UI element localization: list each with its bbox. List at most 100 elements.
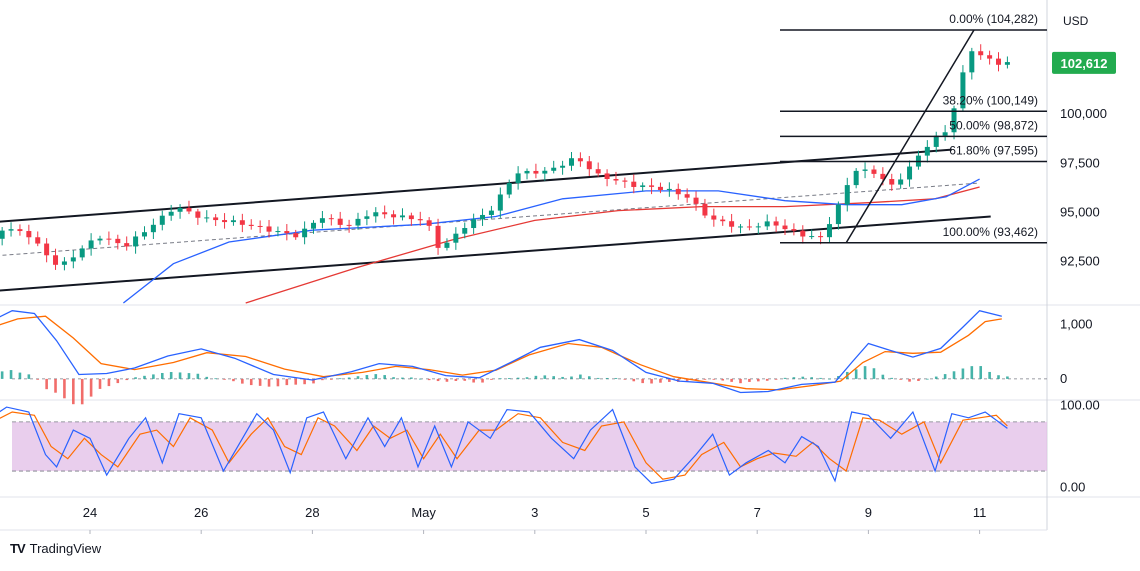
macd-histogram-bar <box>463 378 467 381</box>
candle-body <box>960 72 966 109</box>
macd-histogram-bar <box>979 366 983 379</box>
pane-separators <box>0 0 1140 531</box>
candle-body <box>0 230 5 239</box>
candle-body <box>328 218 334 220</box>
candle-body <box>809 236 815 238</box>
candle-body <box>720 219 726 222</box>
stochastic-rsi-pane[interactable] <box>0 406 1047 484</box>
macd-histogram-bar <box>650 378 653 384</box>
drawing-tools[interactable]: 0.00% (104,282) 38.20% (100,149) 50.00% (9… <box>780 12 1047 244</box>
candle-body <box>924 146 930 156</box>
macd-tick-label: 0 <box>1060 371 1067 386</box>
macd-histogram-bar <box>241 378 244 384</box>
macd-histogram-bar <box>703 378 707 380</box>
macd-histogram-bar <box>321 378 324 381</box>
candle-body <box>818 236 824 238</box>
candle-body <box>515 173 521 184</box>
candle-body <box>257 225 263 227</box>
macd-histogram-bar <box>27 374 31 379</box>
macd-histogram-bar <box>739 378 742 384</box>
candle-body <box>462 228 468 234</box>
candle-body <box>871 169 877 174</box>
candle-body <box>684 194 690 198</box>
tradingview-logo-icon: TV <box>10 541 26 556</box>
candle-body <box>488 210 494 215</box>
candle-body <box>106 238 112 240</box>
candle-body <box>791 229 797 231</box>
macd-histogram-bar <box>881 374 885 379</box>
candle-body <box>702 203 708 216</box>
candle-body <box>133 236 139 247</box>
candle-body <box>853 170 859 186</box>
macd-line <box>0 309 1002 394</box>
macd-histogram-bar <box>152 374 155 379</box>
candle-body <box>417 219 423 221</box>
candle-body <box>782 225 788 230</box>
macd-histogram-bar <box>774 378 778 380</box>
macd-histogram-bar <box>472 378 475 383</box>
macd-histogram-bar <box>312 378 315 384</box>
macd-histogram-bar <box>579 374 582 379</box>
candle-body <box>729 221 735 227</box>
candle-body <box>115 238 121 244</box>
macd-histogram-bar <box>214 378 217 380</box>
candle-body <box>399 215 405 218</box>
fib-level-label: 61.80% (97,595) <box>949 143 1038 157</box>
macd-histogram-bar <box>481 378 484 383</box>
time-tick-label: May <box>411 505 436 520</box>
candle-body <box>764 221 770 227</box>
macd-histogram-bar <box>819 377 822 379</box>
macd-histogram-bar <box>917 378 920 381</box>
candle-body <box>284 231 290 234</box>
macd-histogram-bar <box>196 373 200 379</box>
price-tick-label: 97,500 <box>1060 155 1100 170</box>
stoch-rsi-d-line <box>0 411 1008 480</box>
candle-body <box>595 169 601 174</box>
macd-histogram-bar <box>596 377 600 379</box>
macd-histogram-bar <box>338 378 342 380</box>
currency-label[interactable]: USD <box>1063 14 1089 28</box>
fib-level-label: 0.00% (104,282) <box>949 12 1038 26</box>
candle-body <box>631 181 637 187</box>
macd-histogram-bar <box>668 378 671 382</box>
tradingview-brand[interactable]: TV TradingView <box>10 541 101 556</box>
macd-histogram-bar <box>178 372 182 379</box>
candle-body <box>382 212 388 215</box>
macd-histogram-bar <box>18 372 22 379</box>
candle-body <box>53 255 59 265</box>
moving-average-fast <box>122 178 980 304</box>
macd-histogram-bar <box>614 377 618 379</box>
macd-histogram-bar <box>543 375 547 379</box>
macd-histogram-bar <box>436 378 440 382</box>
candle-body <box>746 226 752 228</box>
trading-chart[interactable]: 0.00% (104,282) 38.20% (100,149) 50.00% (9… <box>0 0 1140 535</box>
fib-trend-line <box>845 29 975 244</box>
macd-histogram-bar <box>757 378 760 382</box>
macd-histogram-bar <box>997 375 1000 379</box>
stoch-rsi-tick-label: 100.00 <box>1060 397 1100 412</box>
macd-histogram-bar <box>961 368 965 379</box>
candle-body <box>640 185 646 187</box>
candle-body <box>435 225 441 248</box>
candle-body <box>551 167 557 171</box>
candle-body <box>346 224 352 226</box>
macd-histogram-bar <box>143 375 146 379</box>
macd-histogram-bar <box>134 377 137 379</box>
macd-histogram-bar <box>107 378 111 387</box>
macd-histogram-bar <box>374 374 378 379</box>
macd-histogram-bar <box>276 378 280 387</box>
macd-histogram-bar <box>36 378 40 380</box>
candle-body <box>880 173 886 180</box>
macd-pane[interactable] <box>0 309 1047 405</box>
macd-histogram-bar <box>205 376 209 379</box>
candle-body <box>969 51 975 73</box>
candle-body <box>355 218 361 226</box>
channel-mid-line <box>0 182 980 256</box>
macd-histogram-bar <box>1006 376 1009 379</box>
candle-body <box>168 211 174 216</box>
macd-histogram-bar <box>988 371 991 379</box>
candle-body <box>222 220 228 223</box>
candle-body <box>17 229 23 232</box>
time-tick-label: 3 <box>531 505 538 520</box>
macd-histogram-bar <box>810 377 813 379</box>
